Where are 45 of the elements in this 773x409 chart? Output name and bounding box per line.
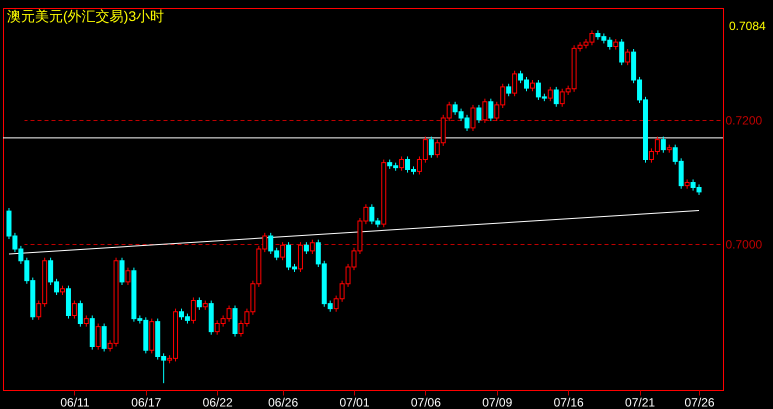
candlestick xyxy=(72,300,77,320)
x-tick-label: 07/16 xyxy=(554,396,584,409)
candlestick xyxy=(512,70,518,97)
candlestick xyxy=(530,80,535,92)
candlestick xyxy=(202,300,208,310)
candlestick xyxy=(613,38,618,50)
candlestick xyxy=(684,178,690,190)
y-tick-label: 0.7200 xyxy=(726,113,763,128)
candlestick xyxy=(125,267,130,286)
candlestick xyxy=(78,300,83,328)
candlestick xyxy=(399,156,404,172)
candlestick xyxy=(304,242,309,254)
candlestick xyxy=(488,98,494,122)
candlestick xyxy=(120,257,124,286)
candlestick xyxy=(280,242,286,261)
x-tick-label: 07/21 xyxy=(625,396,656,409)
candlestick xyxy=(96,323,101,350)
x-tick-label: 06/22 xyxy=(202,396,234,409)
y-tick-label: 0.7000 xyxy=(726,238,763,252)
candlestick xyxy=(506,83,512,97)
candlestick xyxy=(619,38,624,66)
candlestick xyxy=(84,314,89,328)
x-tick-label: 06/11 xyxy=(60,396,90,409)
candlestick xyxy=(476,104,482,124)
candlestick xyxy=(660,136,666,154)
text: 0.7084 xyxy=(729,19,766,33)
x-tick-label: 06/17 xyxy=(131,396,162,409)
x-tick-label: 07/09 xyxy=(482,396,513,409)
candlestick xyxy=(60,285,66,296)
candlestick xyxy=(625,48,630,66)
candlestick xyxy=(298,242,303,272)
x-tick-label: 07/06 xyxy=(410,396,442,409)
candlestick xyxy=(554,86,559,108)
candlestick xyxy=(548,86,553,102)
chart-title: 澳元美元(外汇交易)3小时 xyxy=(7,8,164,24)
candlestick xyxy=(482,98,488,124)
candlestick xyxy=(102,323,107,352)
candlestick xyxy=(190,296,196,324)
candlestick xyxy=(310,239,315,254)
x-tick-label: 07/01 xyxy=(339,396,370,409)
x-tick-label: 07/26 xyxy=(684,396,715,409)
candlestick xyxy=(196,296,202,310)
candlestick xyxy=(470,104,476,132)
candlestick xyxy=(428,136,434,158)
x-tick-label: 06/26 xyxy=(268,396,298,409)
